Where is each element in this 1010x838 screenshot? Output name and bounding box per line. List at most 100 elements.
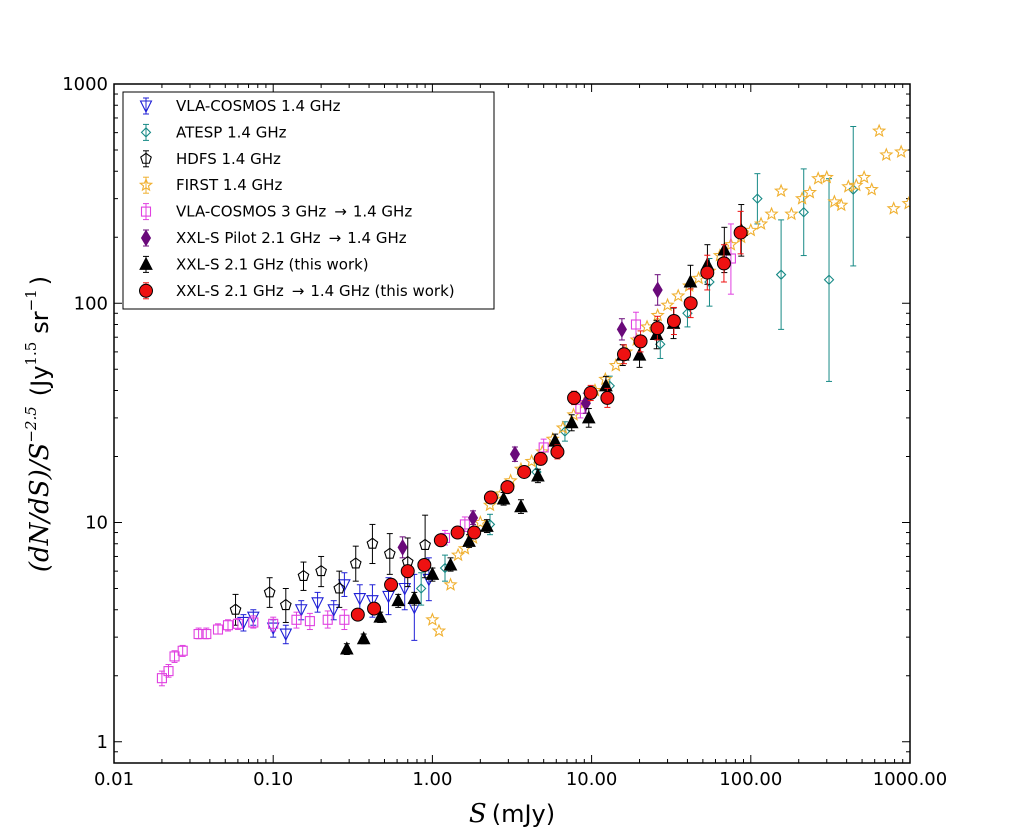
data-point bbox=[373, 609, 388, 623]
data-point bbox=[462, 533, 476, 547]
legend-arrow: → bbox=[292, 282, 305, 300]
data-point bbox=[450, 525, 465, 540]
data-point bbox=[652, 281, 663, 299]
legend-label-text: FIRST 1.4 GHz bbox=[176, 176, 282, 194]
legend-label: XXL-S 2.1 GHz → 1.4 GHz (this work) bbox=[176, 282, 455, 300]
legend-frame bbox=[122, 91, 495, 310]
data-point bbox=[894, 144, 909, 159]
data-point bbox=[407, 590, 422, 605]
data-point bbox=[415, 583, 427, 594]
data-point bbox=[163, 666, 174, 677]
data-point bbox=[222, 620, 234, 631]
data-point bbox=[232, 618, 243, 629]
legend-marker bbox=[138, 177, 154, 192]
data-point bbox=[704, 276, 715, 288]
data-point bbox=[775, 269, 787, 280]
data-point bbox=[212, 624, 224, 635]
data-point bbox=[550, 444, 565, 459]
x-axis-variable: S bbox=[469, 799, 487, 829]
legend-label-text: HDFS 1.4 GHz bbox=[176, 150, 281, 168]
legend-entry: VLA-COSMOS 1.4 GHz bbox=[139, 97, 341, 115]
data-point bbox=[617, 347, 632, 362]
data-point bbox=[533, 451, 548, 466]
series-xxl-s-pilot-2-1-ghz bbox=[397, 274, 663, 559]
legend-label: XXL-S Pilot 2.1 GHz → 1.4 GHz bbox=[176, 229, 407, 247]
data-point bbox=[433, 533, 448, 548]
data-point bbox=[753, 216, 769, 231]
data-point bbox=[500, 480, 515, 495]
series-xxl-s-2-1-ghz bbox=[350, 210, 748, 622]
data-point bbox=[443, 557, 458, 571]
data-point bbox=[733, 225, 748, 240]
data-point bbox=[616, 320, 627, 338]
data-point bbox=[600, 390, 615, 405]
data-point bbox=[819, 169, 834, 184]
data-point bbox=[716, 256, 731, 271]
data-point bbox=[650, 321, 665, 336]
legend-entry: XXL-S 2.1 GHz (this work) bbox=[139, 255, 369, 273]
legend-label: XXL-S 2.1 GHz (this work) bbox=[176, 255, 369, 273]
legend-label-suffix: 1.4 GHz bbox=[353, 203, 413, 221]
data-point bbox=[581, 410, 596, 424]
data-point bbox=[339, 641, 354, 655]
data-point bbox=[583, 385, 598, 400]
data-point bbox=[538, 442, 549, 453]
data-point bbox=[327, 604, 341, 617]
legend-label-text: ATESP 1.4 GHz bbox=[176, 123, 287, 141]
data-point bbox=[304, 616, 315, 627]
data-point bbox=[263, 586, 276, 598]
data-point bbox=[630, 319, 642, 330]
data-point bbox=[400, 564, 415, 579]
data-point bbox=[431, 623, 447, 638]
legend-marker bbox=[140, 152, 152, 164]
data-point bbox=[773, 183, 789, 198]
series-hdfs-1-4-ghz bbox=[229, 514, 431, 626]
plot-frame bbox=[113, 83, 911, 764]
data-point bbox=[268, 618, 279, 629]
data-point bbox=[237, 616, 250, 630]
data-point bbox=[333, 582, 346, 594]
data-point bbox=[382, 590, 395, 604]
legend-label: ATESP 1.4 GHz bbox=[176, 123, 287, 141]
data-point bbox=[156, 673, 167, 684]
data-point bbox=[193, 628, 204, 640]
data-point bbox=[901, 196, 910, 210]
data-point bbox=[294, 604, 308, 617]
data-point bbox=[827, 194, 842, 208]
data-point bbox=[311, 597, 324, 611]
data-point bbox=[864, 182, 879, 196]
data-point bbox=[443, 577, 458, 591]
data-point bbox=[367, 601, 382, 616]
y-axis-unit-a: (Jy bbox=[26, 366, 54, 397]
legend-label: FIRST 1.4 GHz bbox=[176, 176, 282, 194]
legend-marker bbox=[139, 256, 153, 270]
legend-marker bbox=[140, 206, 152, 217]
y-axis-exponent: −2.5 bbox=[22, 406, 40, 442]
data-point bbox=[279, 598, 292, 611]
data-point bbox=[531, 468, 545, 482]
x-tick-label: 1000.00 bbox=[873, 769, 947, 790]
data-point bbox=[467, 509, 479, 527]
data-point bbox=[229, 603, 242, 615]
legend-label: HDFS 1.4 GHz bbox=[176, 150, 281, 168]
data-point bbox=[509, 445, 521, 463]
data-point bbox=[483, 490, 498, 505]
data-point bbox=[322, 614, 333, 625]
legend-label-suffix: 1.4 GHz (this work) bbox=[310, 282, 454, 300]
data-point bbox=[279, 628, 293, 642]
data-point bbox=[559, 426, 571, 437]
data-point bbox=[315, 564, 327, 577]
data-point bbox=[700, 265, 715, 280]
legend-label-text: XXL-S 2.1 GHz (this work) bbox=[176, 255, 369, 273]
y-axis-unit-b: sr bbox=[26, 311, 54, 334]
data-point bbox=[802, 184, 818, 199]
legend-entry: VLA-COSMOS 3 GHz → 1.4 GHz bbox=[140, 203, 413, 221]
data-point bbox=[872, 123, 887, 138]
legend-entry: ATESP 1.4 GHz bbox=[140, 123, 287, 141]
data-point bbox=[654, 338, 666, 350]
legend-arrow: → bbox=[329, 229, 342, 247]
data-point bbox=[201, 628, 212, 640]
x-axis-title: S (mJy) bbox=[469, 799, 555, 829]
data-point bbox=[383, 547, 396, 559]
data-point bbox=[752, 193, 763, 204]
